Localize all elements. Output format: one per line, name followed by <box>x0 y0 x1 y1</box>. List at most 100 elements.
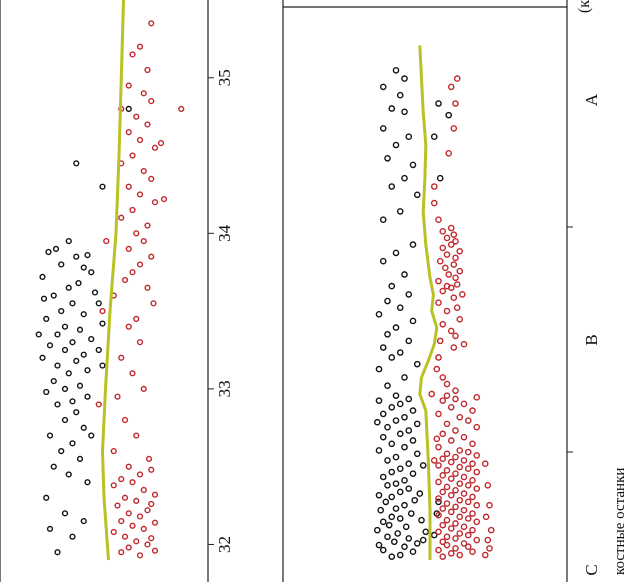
black-data-point <box>84 393 91 400</box>
black-data-point <box>76 382 84 389</box>
black-data-point <box>69 339 76 346</box>
boundary-curve <box>100 0 125 561</box>
red-data-point <box>435 277 442 285</box>
black-data-point <box>409 437 417 444</box>
black-data-point <box>373 418 381 426</box>
black-data-point <box>396 400 404 408</box>
red-data-point <box>464 481 472 489</box>
red-data-point <box>452 486 459 494</box>
bone-remains-label: костные останки <box>612 468 628 575</box>
black-data-point <box>433 510 441 517</box>
black-data-point <box>409 548 417 556</box>
black-data-point <box>61 385 69 392</box>
red-data-point <box>453 304 461 311</box>
red-data-point <box>469 493 476 501</box>
red-data-point <box>136 513 144 520</box>
red-data-point <box>150 300 157 307</box>
red-data-point <box>118 214 125 221</box>
black-data-point <box>379 473 387 481</box>
black-data-point <box>394 530 402 537</box>
red-data-point <box>456 530 464 537</box>
red-data-point <box>460 540 468 547</box>
black-data-point <box>392 249 400 257</box>
black-data-point <box>430 133 438 140</box>
red-data-point <box>447 437 455 444</box>
red-data-point <box>481 551 489 559</box>
black-data-point <box>95 346 102 354</box>
black-data-point <box>61 323 69 330</box>
black-data-point <box>80 518 87 525</box>
red-data-point <box>140 385 147 392</box>
black-data-point <box>61 416 69 424</box>
black-data-point <box>407 510 415 517</box>
black-data-point <box>388 468 396 476</box>
red-data-point <box>453 281 461 288</box>
black-data-point <box>54 362 61 369</box>
x-tick-label: 35 <box>215 69 234 86</box>
red-data-point <box>450 344 458 351</box>
red-data-point <box>456 267 464 275</box>
red-data-point <box>125 82 132 89</box>
red-data-point <box>452 520 459 527</box>
red-data-point <box>486 501 493 509</box>
black-data-point <box>388 493 396 501</box>
black-data-point <box>401 443 408 451</box>
red-data-point <box>469 510 476 517</box>
black-data-point <box>396 208 404 215</box>
red-data-point <box>136 191 144 198</box>
red-data-point <box>447 508 455 516</box>
red-data-point <box>151 547 159 554</box>
black-data-point <box>401 413 408 421</box>
red-data-point <box>473 485 481 492</box>
red-data-point <box>136 471 144 478</box>
red-data-point <box>129 522 136 529</box>
black-data-point <box>61 346 69 354</box>
black-data-point <box>409 407 417 414</box>
red-data-point <box>456 315 464 323</box>
red-data-point <box>151 519 159 526</box>
red-data-point <box>452 427 459 434</box>
black-data-point <box>396 304 404 311</box>
black-data-point <box>388 440 396 448</box>
red-data-point <box>435 410 442 418</box>
black-data-point <box>99 320 106 327</box>
black-data-point <box>58 308 65 315</box>
red-data-point <box>136 261 144 268</box>
black-data-point <box>379 546 387 554</box>
red-data-point <box>118 476 125 483</box>
black-data-point <box>65 370 72 377</box>
red-data-point <box>450 261 458 268</box>
red-data-point <box>443 420 451 428</box>
red-data-point <box>443 516 451 524</box>
black-data-point <box>69 440 76 447</box>
red-data-point <box>133 432 140 439</box>
red-data-point <box>148 535 155 542</box>
red-data-point <box>460 523 468 531</box>
red-data-point <box>118 354 125 361</box>
red-data-point <box>133 230 140 237</box>
red-data-point <box>484 481 492 489</box>
red-data-point <box>456 247 464 255</box>
black-data-point <box>401 477 408 484</box>
black-data-point <box>384 297 391 305</box>
red-data-point <box>453 75 461 82</box>
black-data-point <box>50 292 57 299</box>
red-data-point <box>469 526 476 534</box>
black-data-point <box>401 174 408 182</box>
boundary-curve <box>418 45 439 560</box>
black-data-point <box>99 362 106 369</box>
black-data-point <box>375 311 383 318</box>
black-data-point <box>405 395 413 403</box>
red-data-point <box>439 538 447 546</box>
black-data-point <box>75 280 82 287</box>
red-data-point <box>103 238 110 245</box>
red-data-point <box>435 462 442 469</box>
red-data-point <box>473 518 481 526</box>
black-data-point <box>384 457 391 464</box>
black-data-point <box>385 521 393 529</box>
red-data-point <box>110 528 117 536</box>
zone-label: C <box>582 564 601 575</box>
red-data-point <box>148 175 155 182</box>
red-data-point <box>445 149 453 157</box>
red-data-point <box>447 327 455 335</box>
